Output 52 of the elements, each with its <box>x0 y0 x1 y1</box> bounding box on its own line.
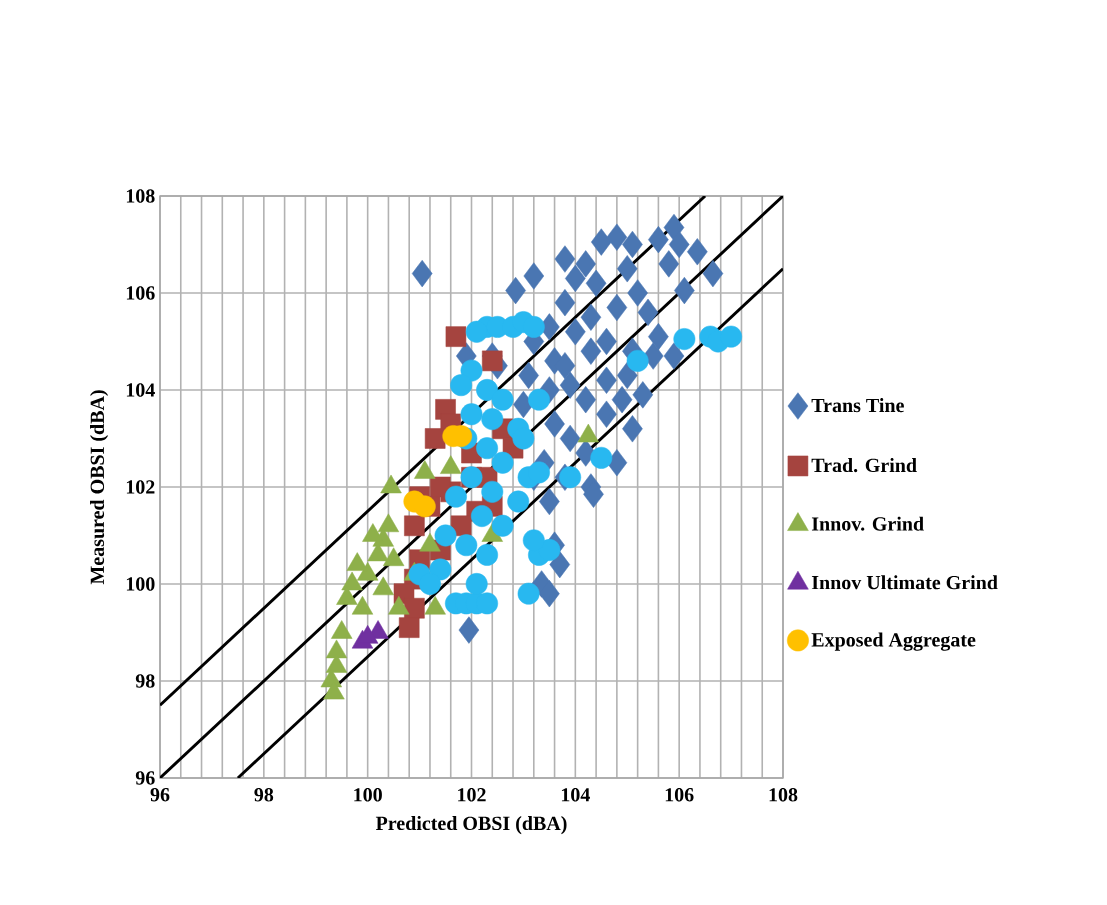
point <box>465 320 488 343</box>
y-tick-label: 108 <box>126 189 155 203</box>
point <box>398 617 420 638</box>
point <box>419 573 441 595</box>
point <box>512 427 535 450</box>
point <box>465 573 488 595</box>
x-tick-label: 104 <box>561 788 590 802</box>
legend-label: Trad. Grind <box>811 458 917 473</box>
point <box>720 325 743 348</box>
point <box>517 582 540 605</box>
point <box>455 534 478 557</box>
y-axis-title: Measured OBSI (dBA) <box>90 390 109 585</box>
point <box>444 485 467 508</box>
point <box>481 408 504 431</box>
legend-label: Innov. Grind <box>811 516 924 531</box>
y-tick-label: 100 <box>126 577 155 591</box>
point <box>482 350 503 372</box>
point <box>445 326 467 347</box>
point <box>476 379 499 401</box>
point <box>429 558 452 581</box>
x-tick-label: 106 <box>665 788 694 802</box>
point <box>491 514 514 537</box>
point <box>491 451 514 474</box>
y-tick-label: 98 <box>135 674 155 688</box>
point <box>481 480 504 503</box>
y-tick-label: 96 <box>135 771 155 785</box>
point <box>590 446 613 469</box>
x-tick-label: 100 <box>354 788 382 802</box>
point <box>413 495 436 518</box>
point <box>476 543 499 566</box>
x-tick-label: 96 <box>150 788 170 802</box>
x-tick-label: 108 <box>769 788 798 802</box>
point <box>434 524 457 547</box>
point <box>522 529 545 552</box>
point <box>491 388 514 411</box>
x-tick-label: 98 <box>254 788 274 802</box>
legend-label: Innov Ultimate Grind <box>811 575 998 590</box>
point <box>476 437 499 460</box>
point <box>450 374 473 397</box>
y-tick-label: 102 <box>126 480 155 494</box>
legend-label: Exposed Aggregate <box>811 632 976 651</box>
point <box>470 505 493 528</box>
point <box>507 490 530 513</box>
point <box>460 403 483 426</box>
y-tick-label: 106 <box>126 286 155 300</box>
point <box>404 515 425 537</box>
x-axis-title: Predicted OBSI (dBA) <box>375 816 567 835</box>
x-tick-label: 102 <box>458 788 486 802</box>
point <box>559 466 582 489</box>
y-tick-label: 104 <box>126 383 155 397</box>
point <box>673 328 696 350</box>
legend-label: Trans Tine <box>811 398 904 413</box>
